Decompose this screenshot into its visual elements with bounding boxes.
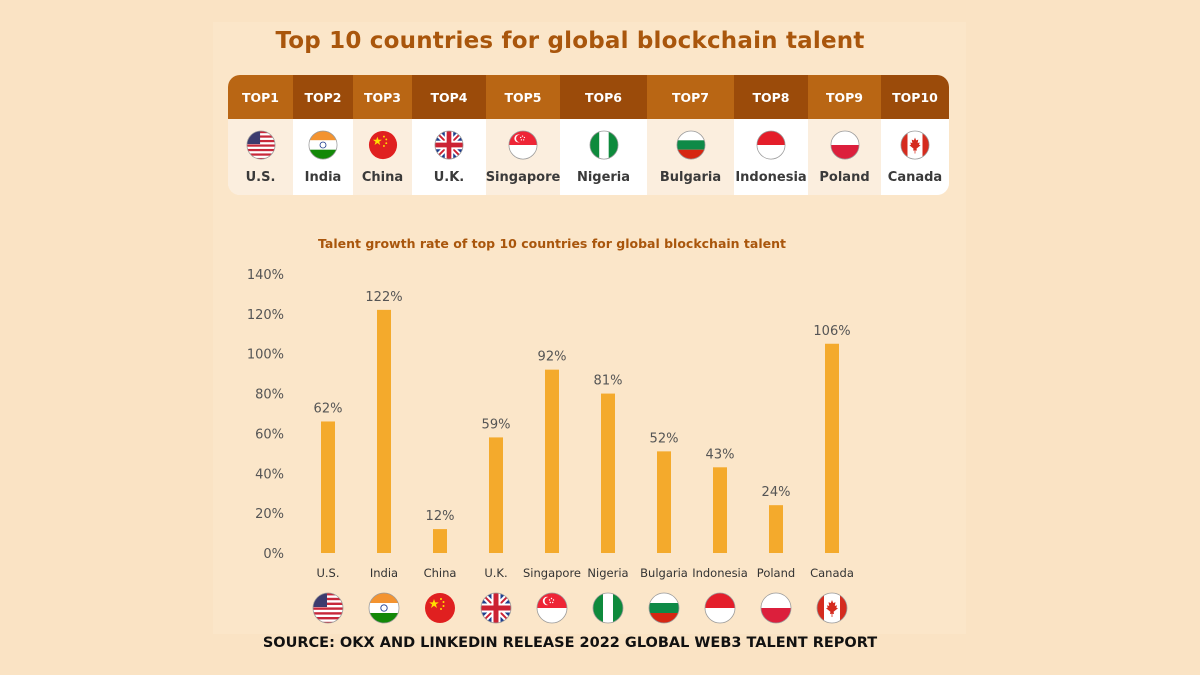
bulgaria-flag-icon <box>648 592 680 624</box>
country-name: Bulgaria <box>659 169 722 185</box>
country-name: Nigeria <box>576 169 631 185</box>
rank-column-7: TOP7 Bulgaria <box>647 75 734 195</box>
rank-cell: Nigeria <box>560 119 647 195</box>
data-label: 81% <box>594 374 623 389</box>
x-tick-label: China <box>424 566 457 580</box>
x-tick-label: Poland <box>757 566 795 580</box>
rank-cell: Singapore <box>486 119 560 195</box>
source-note: SOURCE: OKX AND LINKEDIN RELEASE 2022 GL… <box>262 635 878 651</box>
bar-us <box>321 421 335 553</box>
bar-singapore <box>545 369 559 553</box>
x-tick-label: Bulgaria <box>640 566 688 580</box>
rank-label: TOP9 <box>808 75 881 119</box>
bar-canada <box>825 343 839 553</box>
x-tick-label: Canada <box>810 566 854 580</box>
data-label: 43% <box>706 447 735 462</box>
rank-label: TOP3 <box>353 75 412 119</box>
y-tick-label: 60% <box>255 427 284 442</box>
nigeria-flag-icon <box>592 592 624 624</box>
poland-flag-icon <box>760 592 792 624</box>
y-tick-label: 20% <box>255 507 284 522</box>
rank-label: TOP1 <box>228 75 293 119</box>
rank-label: TOP5 <box>486 75 560 119</box>
country-name: Indonesia <box>735 169 807 185</box>
rank-column-3: TOP3 China <box>353 75 412 195</box>
rank-column-10: TOP10 Canada <box>881 75 949 195</box>
data-label: 12% <box>426 509 455 524</box>
indonesia-flag-icon <box>704 592 736 624</box>
ranking-table: TOP1 U.S. TOP2 India TOP3 China TOP4 U.K. TOP5 Si… <box>228 75 949 195</box>
india-flag-icon <box>368 592 400 624</box>
rank-cell: Indonesia <box>734 119 808 195</box>
country-name: U.K. <box>433 169 465 185</box>
china-flag-icon <box>425 593 455 623</box>
bar-bulgaria <box>657 451 671 553</box>
rank-cell: Poland <box>808 119 881 195</box>
data-label: 106% <box>813 324 850 339</box>
bar-india <box>377 309 391 553</box>
singapore-flag-icon <box>536 592 568 624</box>
bar-indonesia <box>713 467 727 553</box>
data-label: 24% <box>762 485 791 500</box>
y-tick-label: 140% <box>247 268 284 283</box>
rank-cell: Canada <box>881 119 949 195</box>
rank-column-6: TOP6 Nigeria <box>560 75 647 195</box>
y-tick-label: 0% <box>263 547 284 562</box>
rank-column-2: TOP2 India <box>293 75 353 195</box>
rank-label: TOP8 <box>734 75 808 119</box>
us-flag-icon <box>312 592 344 624</box>
x-tick-label: Indonesia <box>692 566 748 580</box>
bar-uk <box>489 437 503 553</box>
rank-column-4: TOP4 U.K. <box>412 75 486 195</box>
page-title: Top 10 countries for global blockchain t… <box>275 28 865 54</box>
data-label: 122% <box>365 290 402 305</box>
y-tick-label: 80% <box>255 388 284 403</box>
rank-cell: China <box>353 119 412 195</box>
country-name: U.S. <box>245 169 276 185</box>
rank-label: TOP7 <box>647 75 734 119</box>
x-tick-label: India <box>370 566 398 580</box>
rank-label: TOP6 <box>560 75 647 119</box>
rank-label: TOP10 <box>881 75 949 119</box>
bar-nigeria <box>601 393 615 553</box>
chart-title: Talent growth rate of top 10 countries f… <box>318 236 786 251</box>
x-tick-label: Singapore <box>523 566 581 580</box>
country-name: Canada <box>887 169 943 185</box>
rank-cell: Bulgaria <box>647 119 734 195</box>
rank-column-5: TOP5 Singapore <box>486 75 560 195</box>
bar-china <box>433 529 447 553</box>
data-label: 59% <box>482 417 511 432</box>
rank-cell: U.K. <box>412 119 486 195</box>
data-label: 62% <box>314 401 343 416</box>
bar-poland <box>769 505 783 553</box>
data-label: 92% <box>538 350 567 365</box>
uk-flag-icon <box>480 592 512 624</box>
country-name: India <box>304 169 342 185</box>
country-name: Poland <box>819 169 870 185</box>
y-tick-label: 120% <box>247 308 284 323</box>
x-tick-label: U.K. <box>484 566 507 580</box>
rank-label: TOP4 <box>412 75 486 119</box>
country-name: China <box>361 169 404 185</box>
canada-flag-icon <box>816 592 848 624</box>
country-name: Singapore <box>485 169 561 185</box>
x-tick-label: Nigeria <box>587 566 628 580</box>
rank-column-9: TOP9 Poland <box>808 75 881 195</box>
y-tick-label: 100% <box>247 348 284 363</box>
rank-label: TOP2 <box>293 75 353 119</box>
y-tick-label: 40% <box>255 467 284 482</box>
rank-column-1: TOP1 U.S. <box>228 75 293 195</box>
rank-cell: India <box>293 119 353 195</box>
data-label: 52% <box>650 431 679 446</box>
rank-column-8: TOP8 Indonesia <box>734 75 808 195</box>
rank-cell: U.S. <box>228 119 293 195</box>
x-tick-label: U.S. <box>316 566 339 580</box>
